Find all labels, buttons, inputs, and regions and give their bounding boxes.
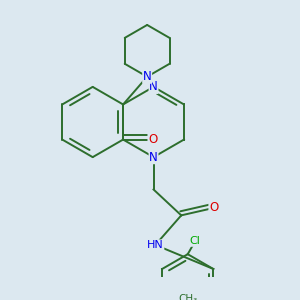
Text: N: N — [149, 151, 158, 164]
Text: O: O — [209, 202, 218, 214]
Text: N: N — [149, 80, 158, 93]
Text: CH₃: CH₃ — [178, 293, 198, 300]
Text: HN: HN — [147, 240, 164, 250]
Text: O: O — [148, 133, 157, 146]
Text: N: N — [143, 70, 152, 83]
Text: Cl: Cl — [190, 236, 201, 246]
